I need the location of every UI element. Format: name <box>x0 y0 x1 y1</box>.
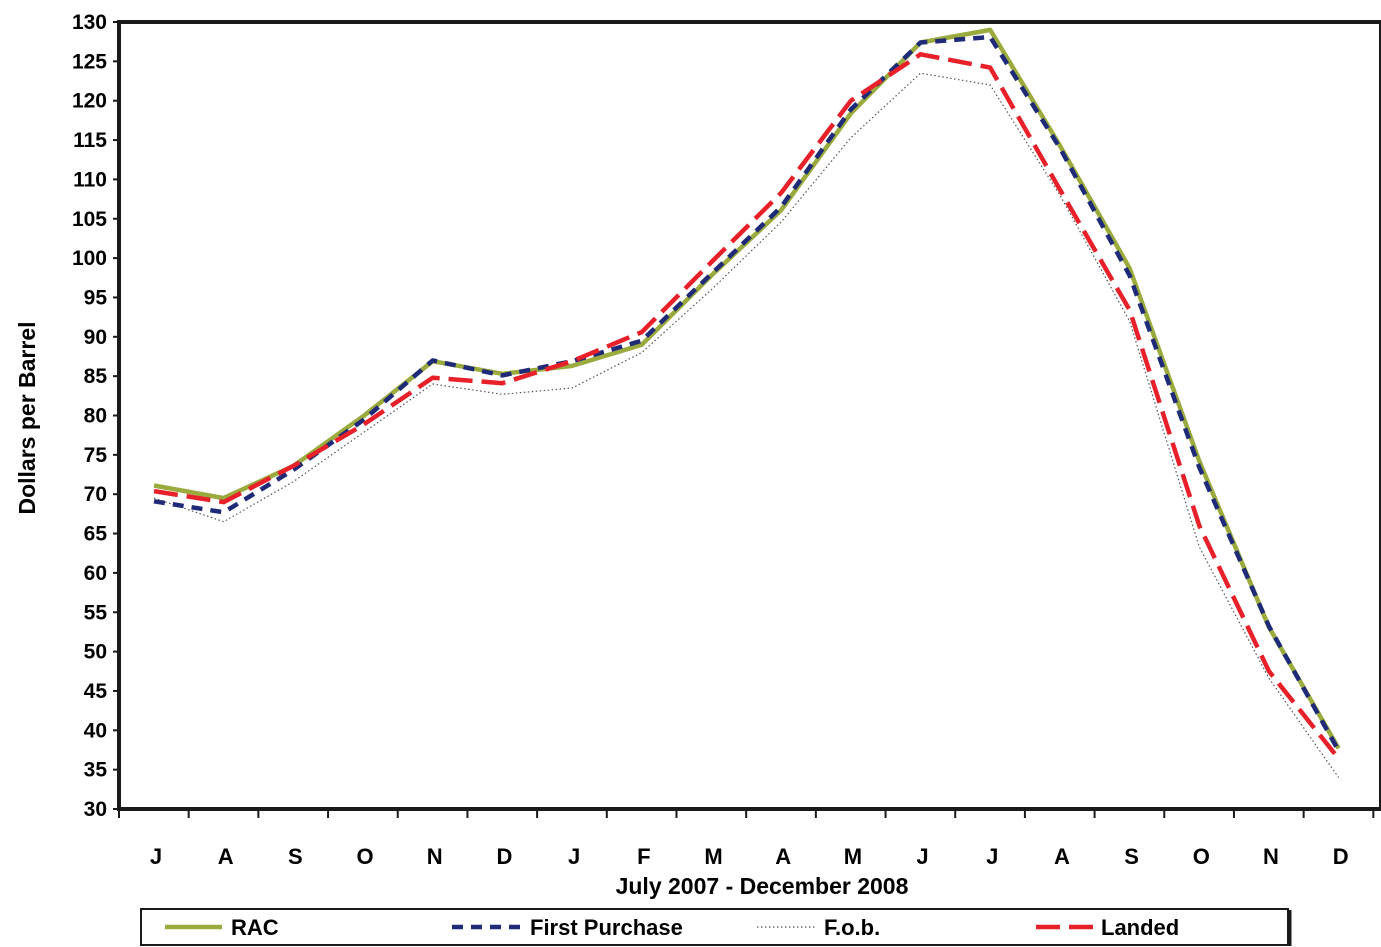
y-tick-label: 45 <box>84 680 108 703</box>
legend: RAC First Purchase F.o.b. Landed <box>140 908 1292 946</box>
y-tick-label: 65 <box>84 523 108 546</box>
x-category-label: S <box>1124 844 1139 869</box>
x-category-label: N <box>427 844 443 869</box>
y-axis-ticks: 30 35 40 45 50 55 60 65 70 75 80 85 90 95 100 105 110 115… <box>72 11 119 821</box>
y-tick-label: 35 <box>84 759 108 782</box>
x-category-label: J <box>986 844 998 869</box>
y-tick-label: 55 <box>84 601 108 624</box>
x-category-label: J <box>916 844 928 869</box>
y-tick-label: 110 <box>73 168 107 191</box>
x-category-label: O <box>1193 844 1210 869</box>
y-tick-label: 50 <box>84 641 107 664</box>
y-tick-label: 105 <box>72 208 107 231</box>
x-axis-label: July 2007 - December 2008 <box>616 873 909 899</box>
y-tick-label: 125 <box>72 50 107 73</box>
legend-label: Landed <box>1101 915 1179 940</box>
x-category-label: N <box>1263 844 1279 869</box>
x-category-label: S <box>288 844 303 869</box>
y-tick-label: 30 <box>84 798 107 821</box>
plot-area-frame <box>117 20 1381 811</box>
series-line-first-purchase <box>153 34 1341 752</box>
legend-box <box>140 908 1289 946</box>
y-axis-label: Dollars per Barrel <box>14 321 40 514</box>
legend-label: First Purchase <box>530 915 683 940</box>
legend-label: RAC <box>231 915 279 940</box>
y-tick-label: 75 <box>84 444 108 467</box>
y-tick-label: 120 <box>72 90 107 113</box>
x-category-label: D <box>1333 844 1349 869</box>
x-category-label: D <box>496 844 512 869</box>
x-category-label: M <box>844 844 862 869</box>
legend-label: F.o.b. <box>824 915 880 940</box>
x-category-label: A <box>775 844 791 869</box>
y-tick-label: 90 <box>84 326 107 349</box>
series-lines <box>153 27 1341 778</box>
x-category-label: F <box>637 844 650 869</box>
x-category-label: M <box>704 844 722 869</box>
x-category-label: A <box>218 844 234 869</box>
x-category-label: A <box>1054 844 1070 869</box>
y-tick-label: 40 <box>84 719 107 742</box>
x-category-label: J <box>150 844 162 869</box>
y-tick-label: 115 <box>73 129 107 152</box>
series-line-landed <box>153 52 1341 761</box>
y-tick-label: 95 <box>84 286 108 309</box>
y-tick-label: 130 <box>72 11 107 34</box>
series-line-rac <box>153 27 1341 750</box>
legend-items: RAC First Purchase F.o.b. Landed <box>165 915 1179 940</box>
y-tick-label: 85 <box>84 365 108 388</box>
x-category-label: O <box>356 844 373 869</box>
y-tick-label: 80 <box>84 405 107 428</box>
y-tick-label: 70 <box>84 483 107 506</box>
series-line-f-o-b <box>153 72 1340 778</box>
y-tick-label: 100 <box>72 247 107 270</box>
y-tick-label: 60 <box>84 562 107 585</box>
x-category-label: J <box>568 844 580 869</box>
